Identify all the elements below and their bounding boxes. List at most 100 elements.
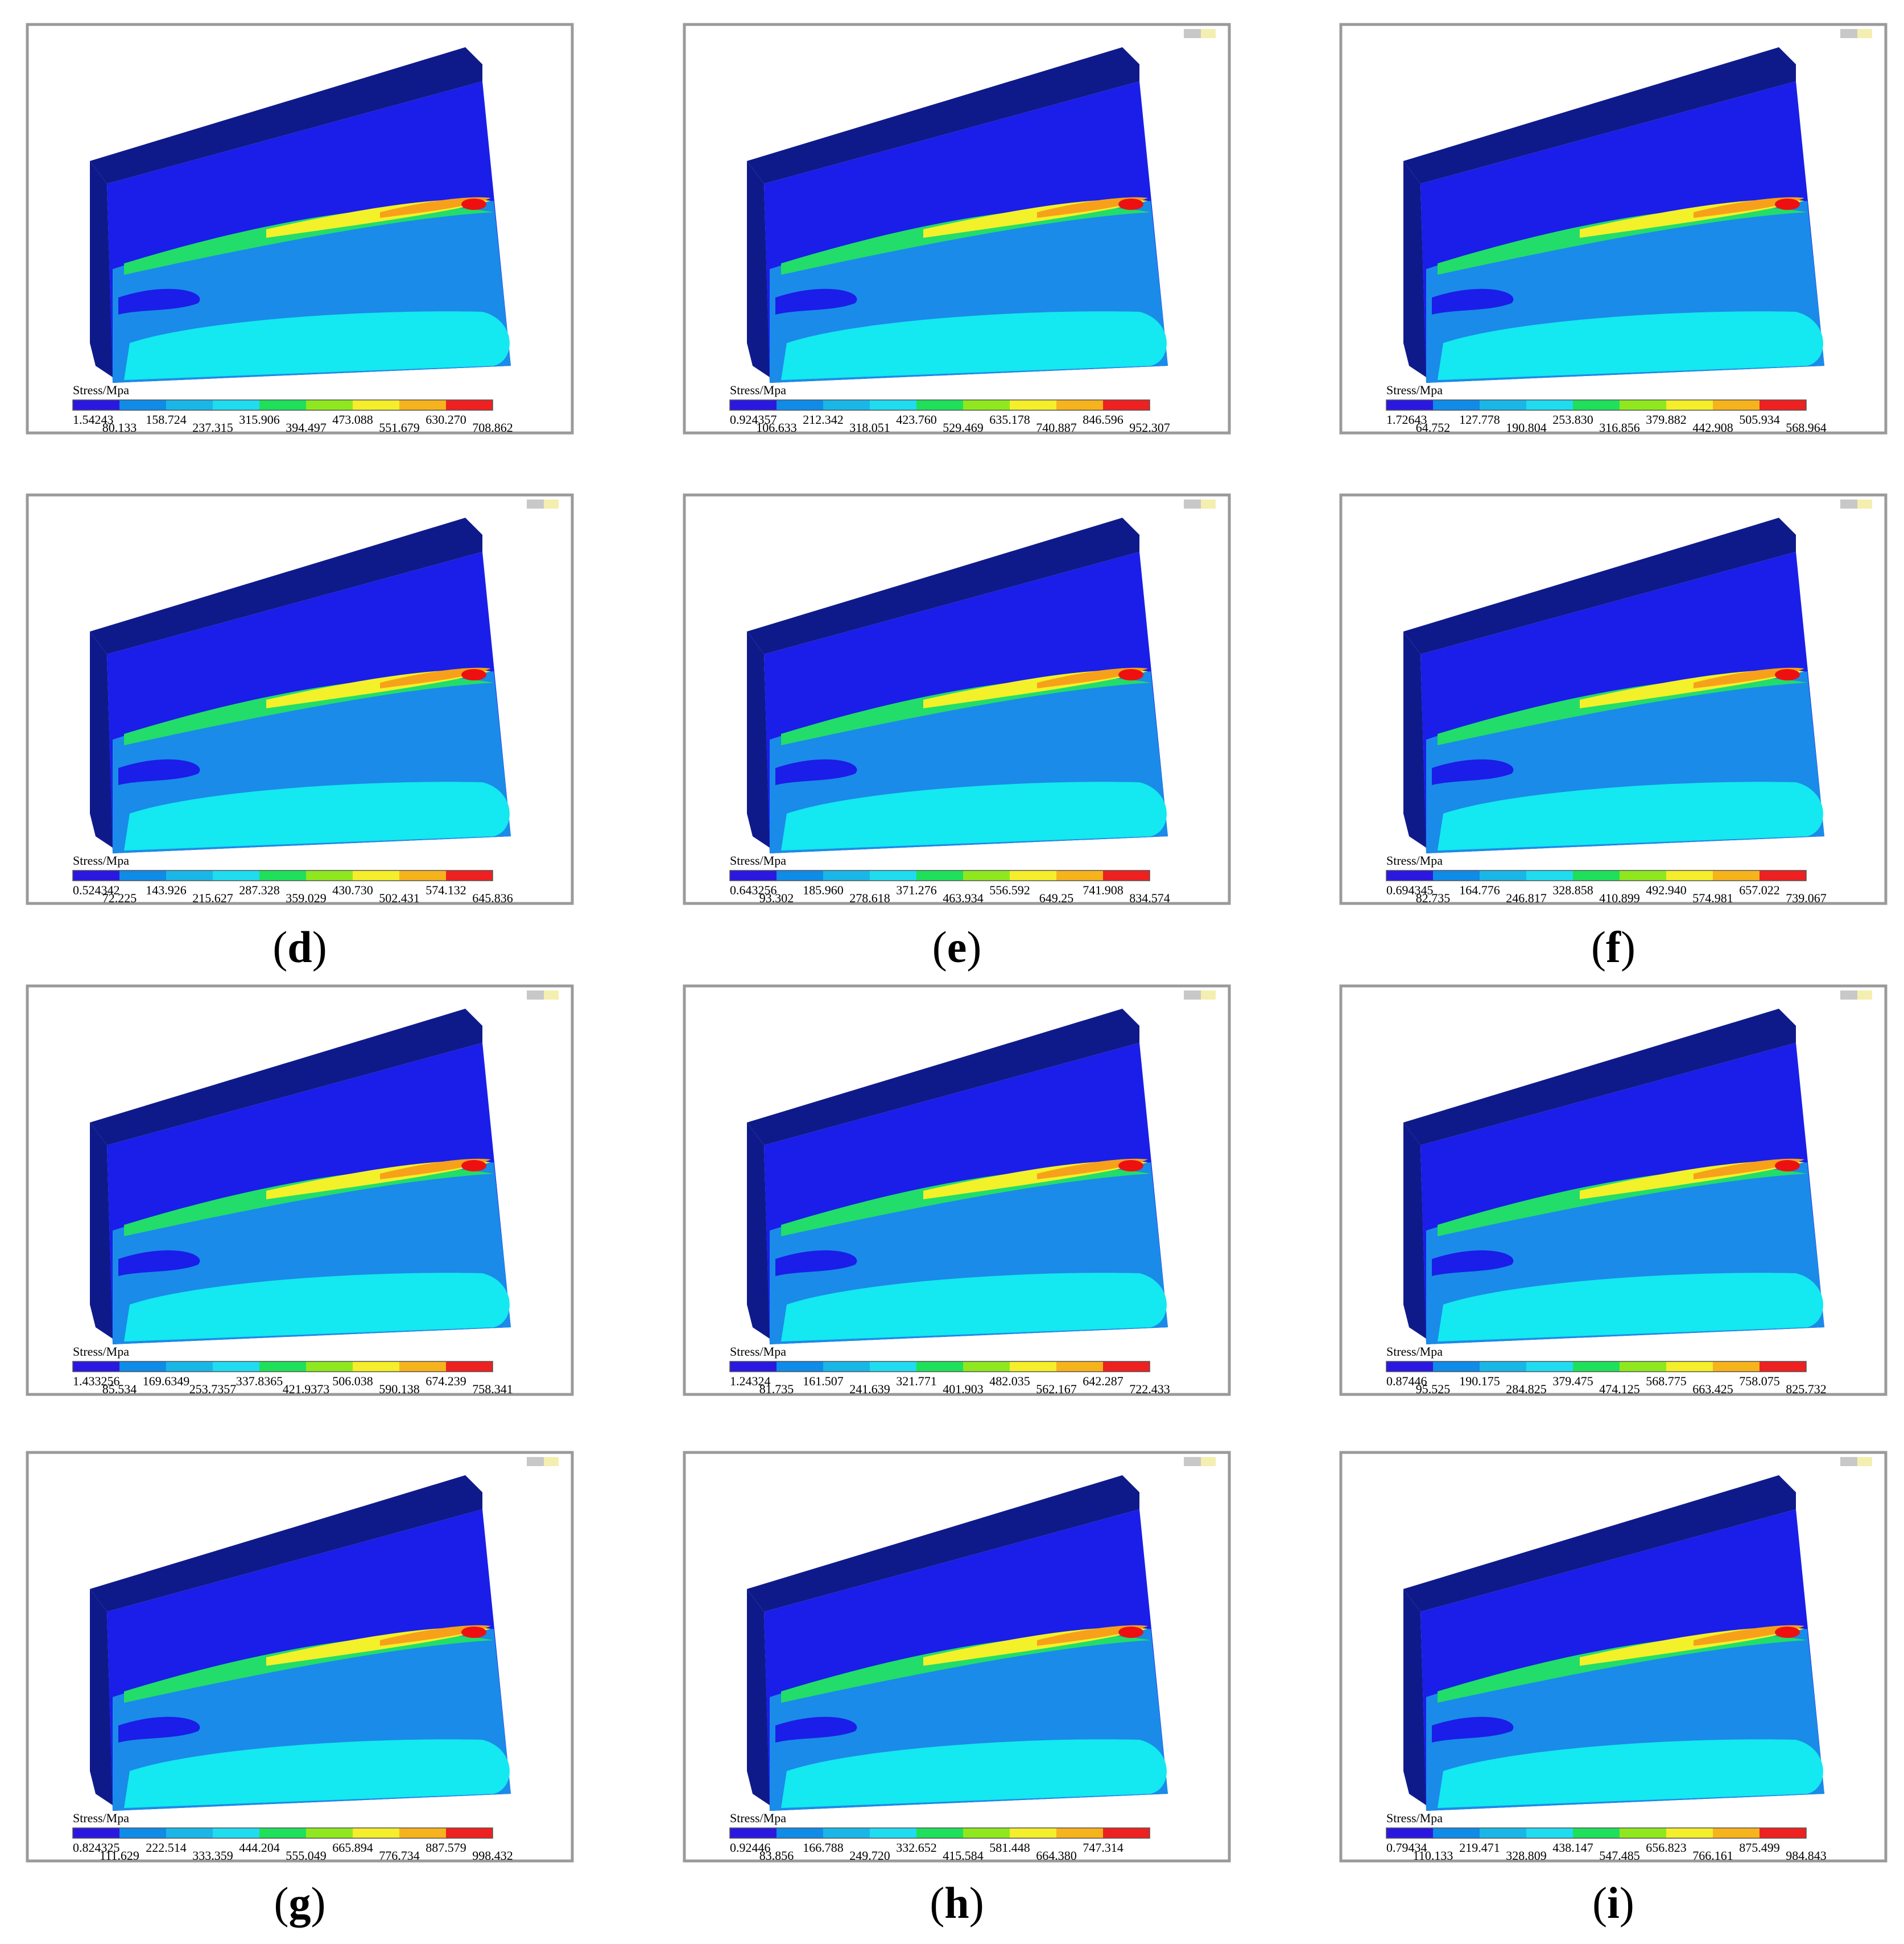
legend-band <box>777 870 823 881</box>
legend-title: Stress/Mpa <box>73 1811 129 1825</box>
legend-title: Stress/Mpa <box>1386 383 1443 397</box>
legend-band <box>870 870 916 881</box>
legend-band <box>916 870 963 881</box>
legend-band <box>730 1361 777 1372</box>
legend-tick-label: 80.133 <box>102 420 137 435</box>
legend-tick-label: 442.908 <box>1692 420 1733 435</box>
legend-tick-label: 64.752 <box>1416 420 1451 435</box>
legend-tick-label: 776.734 <box>379 1848 420 1863</box>
stress-contour-model <box>1403 1475 1824 1811</box>
model-side-face <box>747 1589 770 1805</box>
legend-tick-label: 574.981 <box>1692 891 1733 905</box>
panel-caption-g: (g) <box>274 1878 326 1928</box>
legend-tick-label: 333.359 <box>192 1848 233 1863</box>
legend-tick-label: 164.776 <box>1459 883 1500 897</box>
legend-tick-label: 185.960 <box>803 883 844 897</box>
legend-tick-label: 1.54243 <box>73 412 114 427</box>
legend-band <box>1433 1361 1480 1372</box>
panel-caption-h: (h) <box>930 1878 984 1928</box>
panel-caption-i: (i) <box>1592 1878 1634 1928</box>
legend-tick-label: 0.924357 <box>730 412 777 427</box>
stress-contour-model <box>747 47 1168 383</box>
model-side-face <box>90 161 113 377</box>
model-side-face <box>747 1122 770 1339</box>
legend-tick-label: 190.175 <box>1459 1374 1500 1388</box>
legend-band <box>73 1361 119 1372</box>
contour-band-min <box>118 288 200 315</box>
legend-tick-label: 741.908 <box>1083 883 1124 897</box>
model-top-face <box>747 47 1139 184</box>
viewer-logo-icon <box>1857 500 1872 509</box>
stress-contour-model <box>1403 1009 1824 1344</box>
legend-tick-label: 249.720 <box>849 1848 890 1863</box>
legend-tick-label: 421.9373 <box>283 1382 330 1396</box>
legend-band <box>1760 400 1806 410</box>
legend-band <box>777 1828 823 1838</box>
legend-band <box>1713 1361 1760 1372</box>
legend-tick-label: 127.778 <box>1459 412 1500 427</box>
contour-band-cyan <box>781 1739 1167 1808</box>
legend-band <box>1386 1828 1433 1838</box>
legend-tick-label: 379.882 <box>1646 412 1687 427</box>
legend-tick-label: 998.432 <box>472 1848 513 1863</box>
model-top-face <box>1403 1009 1796 1145</box>
legend-tick-label: 562.167 <box>1036 1382 1077 1396</box>
legend-band <box>213 1828 259 1838</box>
legend-tick-label: 111.629 <box>100 1848 139 1863</box>
legend-band <box>1713 870 1760 881</box>
legend-band <box>1386 870 1433 881</box>
legend-band <box>1713 400 1760 410</box>
max-stress-spot <box>461 1627 486 1638</box>
legend-title: Stress/Mpa <box>1386 853 1443 868</box>
viewer-logo-icon <box>1840 990 1857 1000</box>
legend-tick-label: 825.732 <box>1786 1382 1827 1396</box>
legend-border <box>72 399 493 411</box>
legend-band <box>259 870 306 881</box>
legend-tick-label: 574.132 <box>426 883 466 897</box>
legend-tick-label: 401.903 <box>943 1382 984 1396</box>
legend-tick-label: 581.448 <box>989 1840 1030 1855</box>
legend-band <box>1480 870 1526 881</box>
legend-title: Stress/Mpa <box>730 383 786 397</box>
legend-tick-label: 758.075 <box>1739 1374 1780 1388</box>
model-top-face <box>747 1009 1139 1145</box>
legend-band <box>166 1828 213 1838</box>
legend-band <box>1573 1361 1620 1372</box>
legend-title: Stress/Mpa <box>73 1344 129 1359</box>
legend-tick-label: 1.24324 <box>730 1374 771 1388</box>
legend-band <box>1103 870 1150 881</box>
legend-tick-label: 482.035 <box>989 1374 1030 1388</box>
viewer-logo-icon <box>544 1457 559 1466</box>
legend-band <box>1010 1361 1056 1372</box>
viewer-logo-icon <box>1857 29 1872 38</box>
legend-band <box>1760 870 1806 881</box>
legend-band <box>1526 870 1573 881</box>
legend-band <box>1433 1828 1480 1838</box>
legend-tick-label: 506.038 <box>332 1374 373 1388</box>
legend-tick-label: 551.679 <box>379 420 420 435</box>
viewer-logo-icon <box>544 990 559 1000</box>
legend-tick-label: 663.425 <box>1692 1382 1733 1396</box>
legend-band <box>730 400 777 410</box>
contour-band-min <box>1432 1716 1514 1743</box>
legend-tick-label: 415.584 <box>943 1848 984 1863</box>
legend-tick-label: 253.7357 <box>189 1382 237 1396</box>
legend-tick-label: 474.125 <box>1599 1382 1640 1396</box>
legend-band <box>399 1361 446 1372</box>
max-stress-spot <box>1118 1627 1143 1638</box>
model-side-face <box>90 1589 113 1805</box>
viewer-logo-icon <box>1840 1457 1857 1466</box>
legend-tick-label: 371.276 <box>896 883 937 897</box>
legend-tick-label: 502.431 <box>379 891 420 905</box>
legend-tick-label: 253.830 <box>1552 412 1593 427</box>
legend-band <box>1573 400 1620 410</box>
